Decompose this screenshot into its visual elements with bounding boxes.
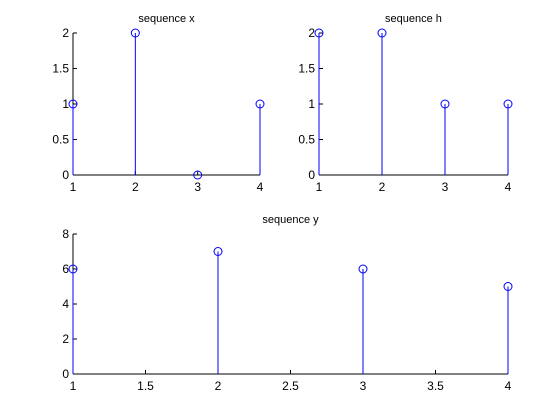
x-tick-label: 1 xyxy=(316,180,323,194)
y-tick-label: 8 xyxy=(62,227,69,241)
x-tick-label: 2 xyxy=(379,180,386,194)
chart-title: sequence y xyxy=(262,214,319,226)
stem-marker xyxy=(255,99,265,109)
stem-marker xyxy=(440,99,450,109)
y-tick-label: 0.5 xyxy=(298,133,315,147)
y-tick-label: 0 xyxy=(308,168,315,182)
x-tick-label: 1 xyxy=(70,180,77,194)
y-tick-label: 2 xyxy=(308,26,315,40)
y-tick-label: 0 xyxy=(62,367,69,381)
stem-marker xyxy=(68,264,78,274)
x-tick-label: 1 xyxy=(70,379,77,393)
subplot-2: sequence h 1 2 3 4 0 0.5 1 1.5 2 xyxy=(298,13,513,194)
y-tick-label: 4 xyxy=(62,297,69,311)
stem-marker xyxy=(193,170,203,180)
stem-marker xyxy=(314,28,324,38)
stem-marker xyxy=(377,28,387,38)
y-tick-label: 1.5 xyxy=(52,62,69,76)
stem-marker xyxy=(358,264,368,274)
y-tick-label: 1 xyxy=(308,97,315,111)
stem-marker xyxy=(503,282,513,291)
subplot-1: sequence x 1 2 3 4 0 0.5 1 1.5 2 xyxy=(52,13,265,194)
y-tick-label: 2 xyxy=(62,26,69,40)
stem-marker xyxy=(68,99,78,109)
x-tick-label: 1.5 xyxy=(137,379,154,393)
stem-marker xyxy=(213,247,223,256)
y-tick-label: 0.5 xyxy=(52,133,69,147)
x-tick-label: 4 xyxy=(257,180,264,194)
x-tick-label: 2 xyxy=(132,180,139,194)
x-tick-label: 3.5 xyxy=(427,379,444,393)
y-tick-label: 0 xyxy=(62,168,69,182)
x-tick-label: 3 xyxy=(194,180,201,194)
y-tick-label: 2 xyxy=(62,332,69,346)
x-tick-label: 4 xyxy=(505,180,512,194)
y-tick-label: 1.5 xyxy=(298,62,315,76)
x-tick-label: 2 xyxy=(215,379,222,393)
x-tick-label: 4 xyxy=(505,379,512,393)
y-tick-label: 6 xyxy=(62,262,69,276)
chart-title: sequence x xyxy=(138,13,195,25)
x-tick-label: 2.5 xyxy=(282,379,299,393)
y-tick-label: 1 xyxy=(62,97,69,111)
chart-title: sequence h xyxy=(385,13,442,25)
x-tick-label: 3 xyxy=(442,180,449,194)
stem-marker xyxy=(130,28,140,38)
subplot-3: sequence y 1 1.5 2 2.5 3 3.5 4 0 2 4 6 8 xyxy=(62,214,513,393)
stem-marker xyxy=(503,99,513,109)
x-tick-label: 3 xyxy=(360,379,367,393)
